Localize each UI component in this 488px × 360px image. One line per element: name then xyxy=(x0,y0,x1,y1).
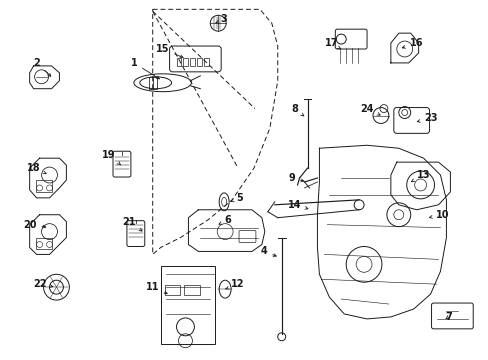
Bar xyxy=(184,285,200,295)
Bar xyxy=(183,58,188,66)
Bar xyxy=(190,58,195,66)
Text: 3: 3 xyxy=(215,14,227,24)
Text: 24: 24 xyxy=(360,104,379,115)
Bar xyxy=(36,238,51,249)
Text: 21: 21 xyxy=(122,217,142,231)
Text: 12: 12 xyxy=(225,279,244,289)
Bar xyxy=(148,77,156,89)
Text: 7: 7 xyxy=(444,312,451,322)
Text: 23: 23 xyxy=(416,113,436,123)
Text: 2: 2 xyxy=(33,58,51,76)
Bar xyxy=(164,285,180,295)
Bar xyxy=(176,58,181,66)
Text: 18: 18 xyxy=(27,163,46,174)
Text: 1: 1 xyxy=(130,58,159,79)
Text: 15: 15 xyxy=(156,44,183,58)
Text: 10: 10 xyxy=(428,210,448,220)
Text: 13: 13 xyxy=(410,170,429,182)
Text: 9: 9 xyxy=(287,173,303,183)
Text: 8: 8 xyxy=(290,104,303,116)
Text: 14: 14 xyxy=(287,200,307,210)
Text: 16: 16 xyxy=(402,38,423,48)
Bar xyxy=(204,58,209,66)
Text: 11: 11 xyxy=(145,282,167,294)
Text: 22: 22 xyxy=(33,279,53,289)
Bar xyxy=(197,58,202,66)
Text: 6: 6 xyxy=(219,215,231,225)
Text: 19: 19 xyxy=(102,150,121,165)
Text: 20: 20 xyxy=(23,220,46,230)
Bar xyxy=(161,266,215,344)
Text: 17: 17 xyxy=(324,38,340,49)
Text: 5: 5 xyxy=(230,193,243,203)
Text: 4: 4 xyxy=(260,247,276,256)
Bar xyxy=(36,180,51,192)
